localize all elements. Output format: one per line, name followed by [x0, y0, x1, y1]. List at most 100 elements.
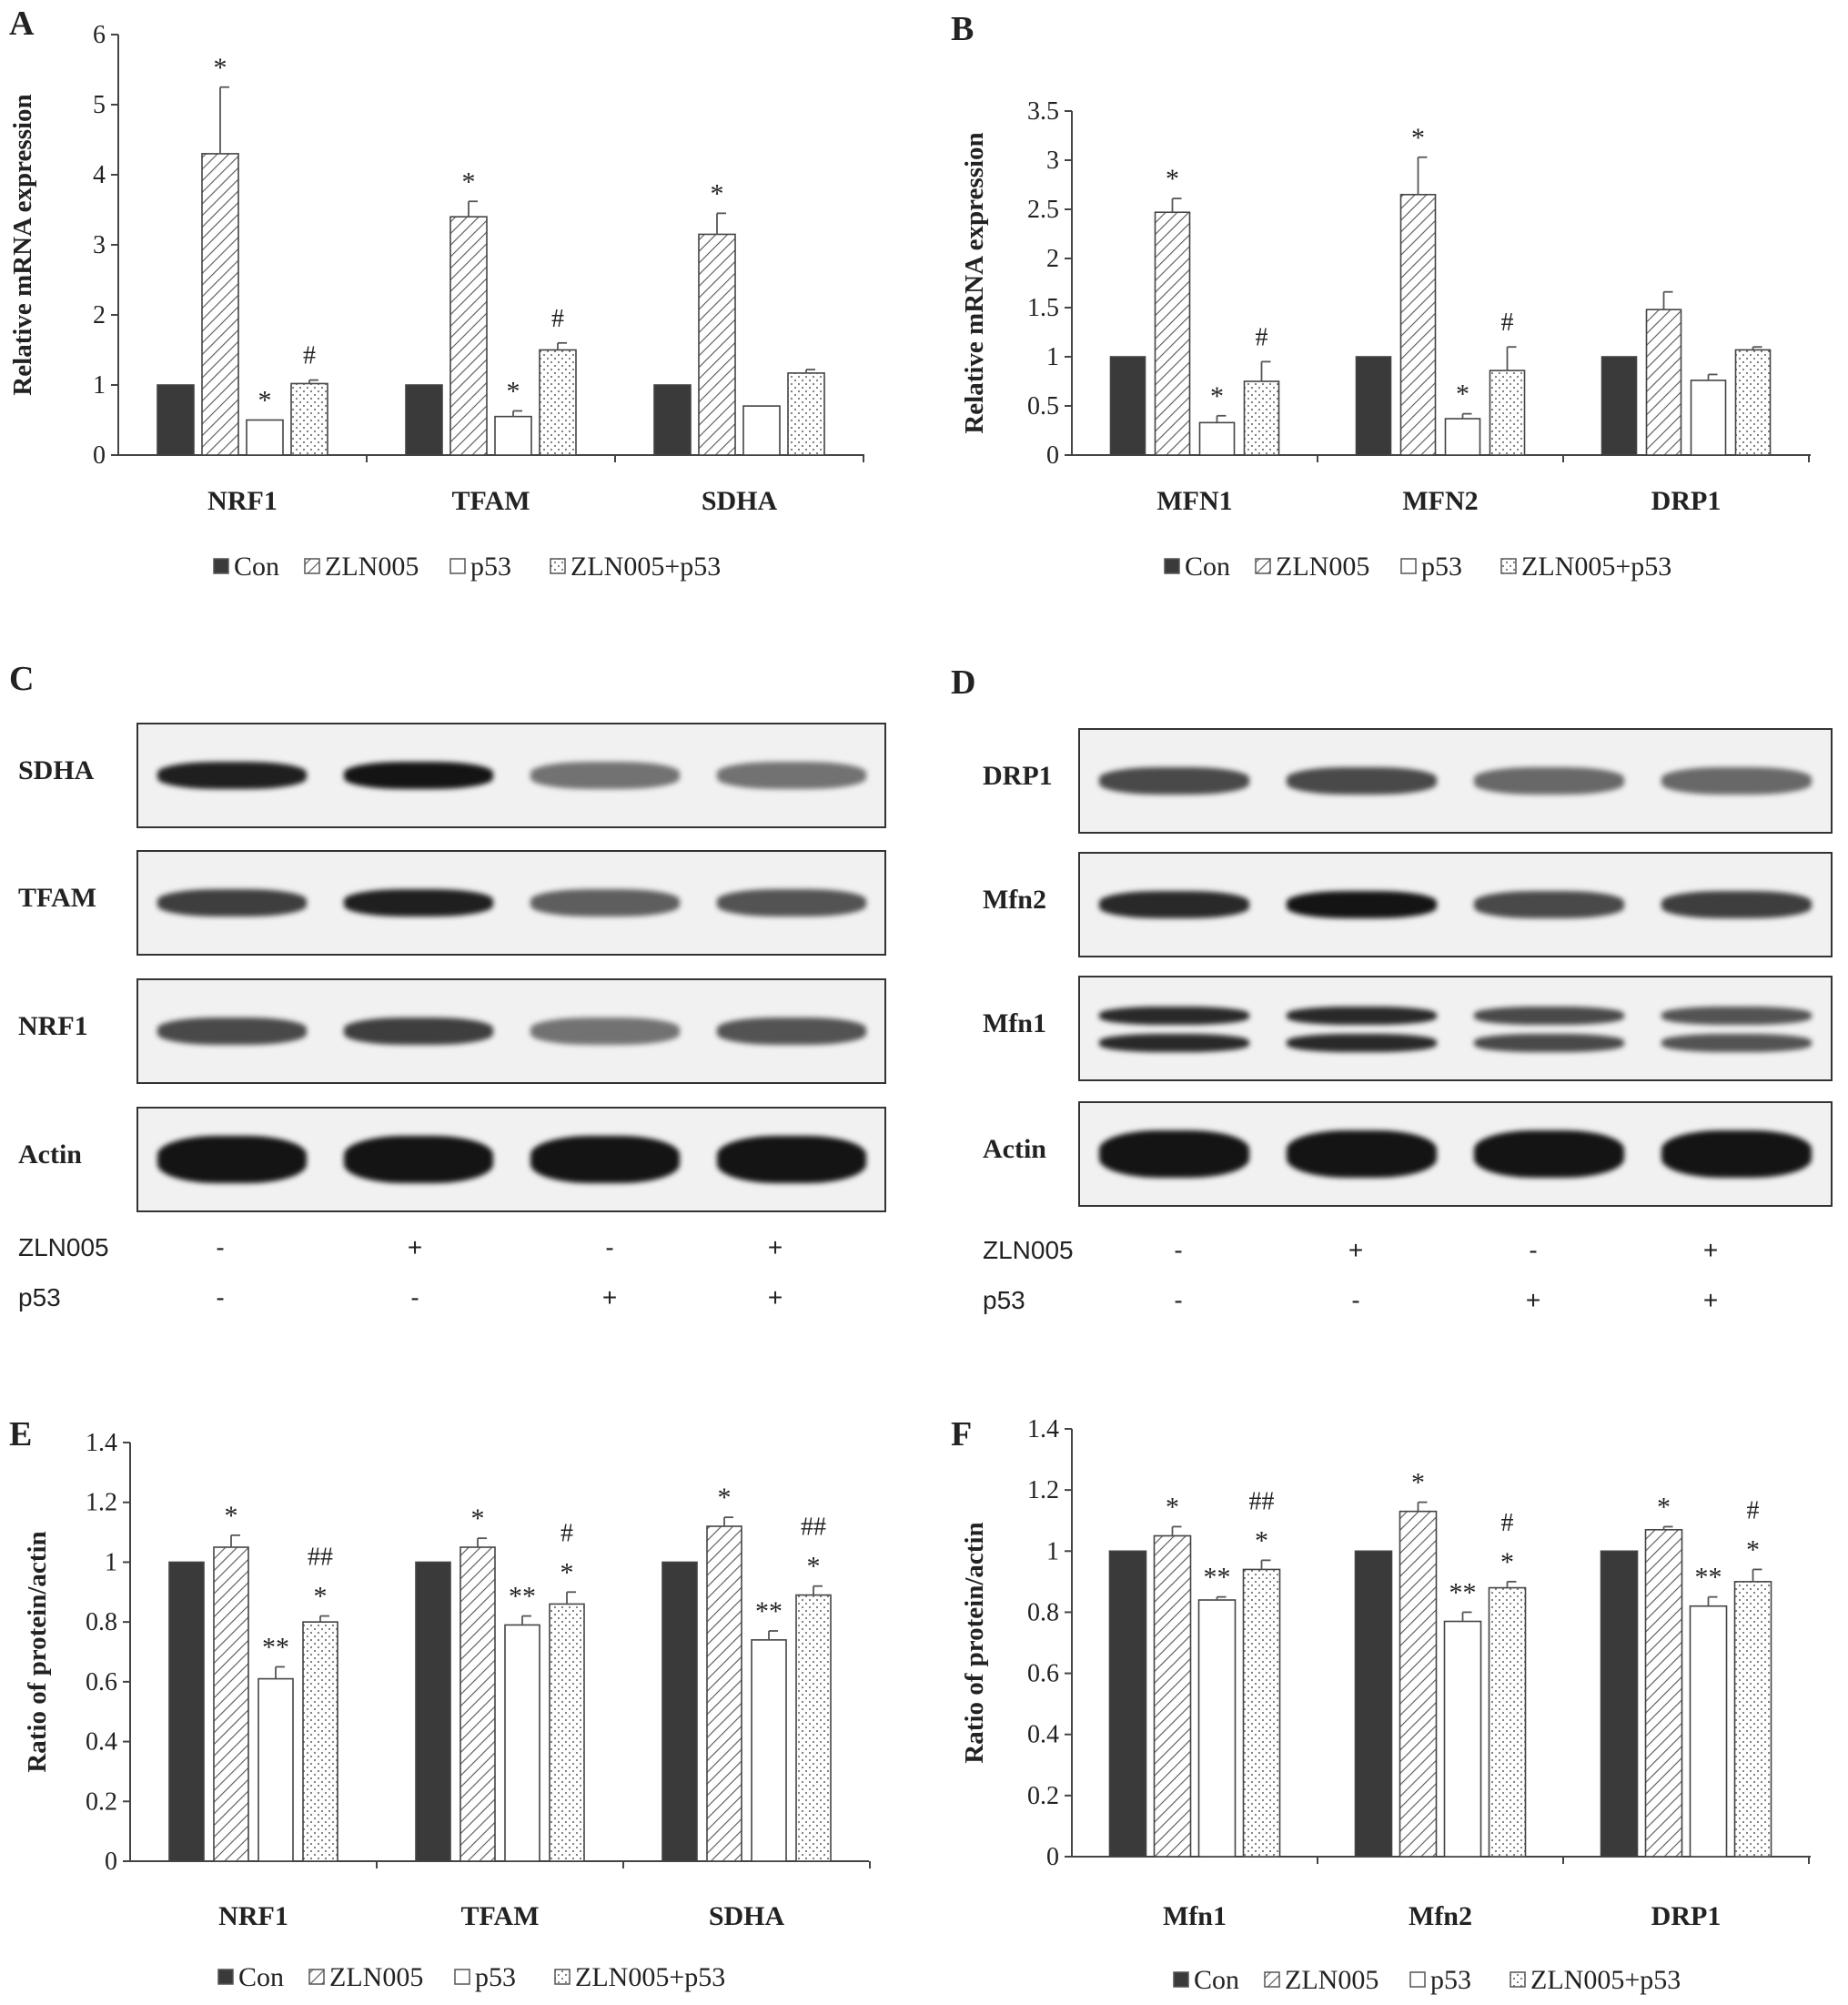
bar-zln005	[449, 216, 488, 456]
blot-band	[1661, 767, 1813, 795]
bar-zln005-p53	[1734, 349, 1772, 456]
significance-mark: #	[1256, 323, 1268, 351]
legend-swatch	[1255, 558, 1271, 574]
bar-zln005	[459, 1546, 496, 1862]
blot-band	[157, 1018, 307, 1045]
bar-p53	[742, 405, 781, 456]
legend-label: ZLN005	[1285, 1965, 1378, 1995]
significance-mark: *	[1746, 1534, 1760, 1565]
bar-zln005	[1399, 194, 1437, 456]
significance-mark: **	[262, 1632, 289, 1662]
blot-band	[1661, 1130, 1813, 1178]
bar-con	[1109, 356, 1146, 456]
y-tick-label: 1	[105, 1548, 117, 1576]
bar-con	[661, 1561, 698, 1862]
blot-band	[343, 1018, 493, 1045]
y-tick-label: 0	[1046, 441, 1059, 470]
bar-con	[157, 384, 195, 456]
significance-mark: **	[1695, 1563, 1722, 1593]
significance-mark: *	[1166, 1492, 1179, 1522]
bar-con	[653, 384, 692, 456]
bar-p53	[1690, 380, 1727, 456]
legend-label: Con	[1194, 1965, 1239, 1995]
significance-mark: #	[551, 305, 564, 333]
treatment-sign: -	[1351, 1286, 1360, 1314]
y-tick-label: 1.4	[1027, 1415, 1059, 1443]
blot-band	[530, 1018, 680, 1045]
legend-label: ZLN005	[325, 552, 419, 582]
treatment-sign: -	[216, 1283, 225, 1311]
blot-label: TFAM	[18, 883, 97, 913]
category-label: MFN1	[1156, 486, 1232, 516]
y-tick-label: 5	[93, 91, 106, 119]
significance-mark: *	[1255, 1525, 1268, 1555]
blot-label: Actin	[18, 1139, 82, 1170]
blot-band	[716, 762, 866, 789]
blot-band	[1474, 891, 1625, 918]
bar-zln005-p53	[1489, 370, 1526, 456]
legend-label: ZLN005+p53	[1530, 1965, 1681, 1995]
significance-mark: *	[214, 53, 227, 83]
bar-p53	[504, 1624, 540, 1862]
blot-band	[157, 889, 307, 916]
legend-label: ZLN005	[329, 1962, 423, 1992]
bar-zln005-p53	[1243, 380, 1280, 456]
y-tick-label: 1	[1046, 343, 1059, 371]
bar-p53	[246, 419, 284, 456]
bar-con	[1601, 356, 1638, 456]
significance-mark: #	[1501, 1509, 1514, 1537]
y-tick-label: 0.5	[1027, 392, 1059, 420]
bar-zln005	[213, 1546, 249, 1862]
bar-p53	[1443, 1620, 1482, 1858]
legend-label: ZLN005+p53	[571, 552, 721, 582]
bar-zln005	[1644, 1528, 1683, 1858]
blot-band	[1661, 1007, 1813, 1025]
blot-band	[1661, 1034, 1813, 1052]
blot-band	[1286, 1130, 1437, 1178]
blot-row-actin	[136, 1107, 886, 1212]
significance-mark: ##	[308, 1544, 333, 1572]
bar-zln005-p53	[1242, 1568, 1281, 1858]
legend-label: p53	[475, 1962, 516, 1992]
category-label: MFN2	[1402, 486, 1478, 516]
y-tick-label: 1.2	[86, 1489, 117, 1517]
blot-band	[530, 889, 680, 916]
y-axis-label: Relative mRNA expression	[8, 94, 37, 395]
bar-p53	[1197, 1599, 1237, 1858]
blot-band	[1286, 1007, 1437, 1025]
treatment-sign: +	[1348, 1236, 1364, 1264]
treatment-sign: +	[601, 1283, 618, 1311]
chart-a: 0 1 2 3 4 5 6 Relative mRNA expression * * # NRF1 * *…	[8, 21, 864, 582]
treatment-sign: -	[605, 1233, 614, 1261]
treatment-label: p53	[18, 1283, 61, 1311]
y-tick-label: 0.8	[1027, 1598, 1059, 1626]
legend-swatch	[1510, 1971, 1526, 1988]
y-tick-label: 0.6	[86, 1668, 117, 1696]
legend-swatch	[550, 558, 566, 574]
blot-band	[716, 1018, 866, 1045]
significance-mark: *	[471, 1504, 485, 1534]
significance-mark: *	[1500, 1547, 1514, 1577]
legend-swatch	[1409, 1971, 1426, 1988]
blot-band	[157, 1136, 307, 1183]
blot-row-sdha	[136, 723, 886, 828]
significance-mark: *	[1411, 1468, 1425, 1498]
category-label: SDHA	[709, 1901, 785, 1931]
blot-band	[157, 762, 307, 789]
bar-p53	[751, 1639, 787, 1862]
significance-mark: *	[1657, 1492, 1671, 1522]
panel-letter-d: D	[951, 663, 976, 702]
treatment-label: ZLN005	[983, 1236, 1074, 1264]
bar-zln005	[1153, 1534, 1192, 1858]
significance-mark: #	[1747, 1496, 1760, 1524]
blot-band	[716, 1136, 866, 1183]
blot-band	[716, 889, 866, 916]
blot-band	[530, 1136, 680, 1183]
blot-label: DRP1	[983, 761, 1053, 791]
bar-p53	[494, 415, 532, 456]
significance-mark: **	[1449, 1577, 1477, 1607]
y-tick-label: 3	[93, 231, 106, 259]
y-tick-label: 3.5	[1027, 97, 1059, 126]
treatment-sign: -	[1174, 1236, 1183, 1264]
bar-p53	[1689, 1605, 1728, 1858]
